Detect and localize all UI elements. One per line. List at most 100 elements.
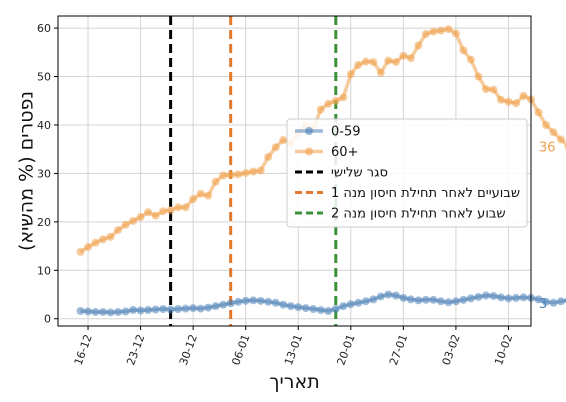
- data-point: [181, 304, 190, 313]
- data-point: [294, 303, 303, 312]
- legend-label: 60+: [331, 145, 358, 160]
- data-point: [391, 291, 400, 300]
- legend-label: סגר שלישי: [331, 166, 388, 181]
- data-point: [406, 295, 415, 304]
- data-point: [489, 291, 498, 300]
- data-point: [436, 297, 445, 306]
- y-tick-label: 40: [37, 119, 51, 132]
- data-point: [324, 306, 333, 315]
- legend-marker: [305, 147, 313, 156]
- legend-item: סגר שלישי: [295, 166, 388, 181]
- data-point: [542, 120, 551, 129]
- x-tick-label: 06-01: [229, 333, 252, 367]
- end-label: 36: [539, 140, 556, 155]
- data-point: [549, 298, 558, 307]
- end-label: 3: [539, 297, 547, 312]
- legend-label: 0-59: [331, 125, 361, 140]
- data-point: [226, 299, 235, 308]
- data-point: [151, 211, 160, 220]
- data-point: [309, 305, 318, 314]
- data-point: [316, 105, 325, 114]
- data-point: [121, 220, 130, 229]
- data-point: [354, 298, 363, 307]
- data-point: [271, 143, 280, 152]
- data-point: [339, 93, 348, 102]
- data-point: [451, 29, 460, 38]
- data-point: [557, 297, 566, 306]
- data-point: [196, 304, 205, 313]
- x-axis-ticks: 16-12 23-12 30-12 06-01 13-01 20-01 27-01 03-02…: [72, 326, 515, 367]
- data-point: [91, 307, 100, 316]
- x-tick-label: 13-01: [282, 333, 305, 367]
- data-point: [219, 171, 228, 180]
- y-tick-label: 30: [37, 167, 51, 180]
- data-point: [241, 168, 250, 177]
- data-point: [376, 68, 385, 77]
- data-point: [331, 96, 340, 105]
- x-tick-label: 10-02: [492, 333, 515, 367]
- data-point: [534, 295, 543, 304]
- data-point: [481, 85, 490, 94]
- data-point: [129, 306, 138, 315]
- data-point: [114, 307, 123, 316]
- end-labels: 3 36: [539, 140, 556, 312]
- data-point: [496, 95, 505, 104]
- data-point: [204, 303, 213, 312]
- plot-area: [57, 15, 532, 327]
- data-point: [324, 99, 333, 108]
- x-tick-label: 30-12: [177, 333, 200, 367]
- data-point: [84, 243, 93, 252]
- data-point: [234, 297, 243, 306]
- data-point: [256, 166, 265, 175]
- data-point: [264, 152, 273, 161]
- data-point: [429, 295, 438, 304]
- data-point: [399, 51, 408, 60]
- legend-item: 60+: [295, 145, 358, 160]
- data-point: [346, 70, 355, 79]
- data-point: [219, 300, 228, 309]
- data-point: [91, 238, 100, 247]
- data-point: [166, 206, 175, 215]
- x-tick-label: 20-01: [334, 333, 357, 367]
- y-tick-label: 60: [37, 22, 51, 35]
- legend-box: [286, 118, 528, 228]
- y-axis-title: נפטרים (% מהשיא): [16, 91, 38, 251]
- data-point: [256, 296, 265, 305]
- x-tick-label: 23-12: [124, 333, 147, 367]
- data-point: [444, 298, 453, 307]
- data-point: [542, 297, 551, 306]
- data-point: [489, 85, 498, 94]
- data-point: [361, 297, 370, 306]
- data-point: [557, 135, 566, 144]
- data-point: [114, 226, 123, 235]
- data-point: [159, 207, 168, 216]
- legend-item: שבוע לאחר תחילת חיסון מנה 2: [295, 207, 506, 222]
- data-point: [436, 26, 445, 35]
- data-point: [249, 167, 258, 176]
- data-point: [76, 306, 85, 315]
- data-point: [369, 58, 378, 67]
- data-point: [106, 232, 115, 241]
- data-point: [451, 297, 460, 306]
- data-point: [136, 213, 145, 222]
- legend: 0-59 60+ סגר שלישי שבועיים לאחר תחילת חיסון…: [286, 118, 528, 228]
- data-point: [166, 305, 175, 314]
- data-point: [301, 304, 310, 313]
- data-point: [264, 297, 273, 306]
- data-point: [241, 296, 250, 305]
- data-point: [474, 292, 483, 301]
- data-point: [459, 295, 468, 304]
- data-point: [504, 97, 513, 106]
- data-point: [151, 305, 160, 314]
- data-point: [249, 296, 258, 305]
- data-point: [84, 307, 93, 316]
- data-point: [159, 305, 168, 314]
- legend-item: 0-59: [295, 125, 361, 140]
- data-point: [204, 191, 213, 200]
- data-point: [444, 25, 453, 34]
- series-0-59: [76, 290, 566, 317]
- data-point: [391, 58, 400, 67]
- data-point: [354, 60, 363, 69]
- y-tick-label: 0: [44, 313, 51, 326]
